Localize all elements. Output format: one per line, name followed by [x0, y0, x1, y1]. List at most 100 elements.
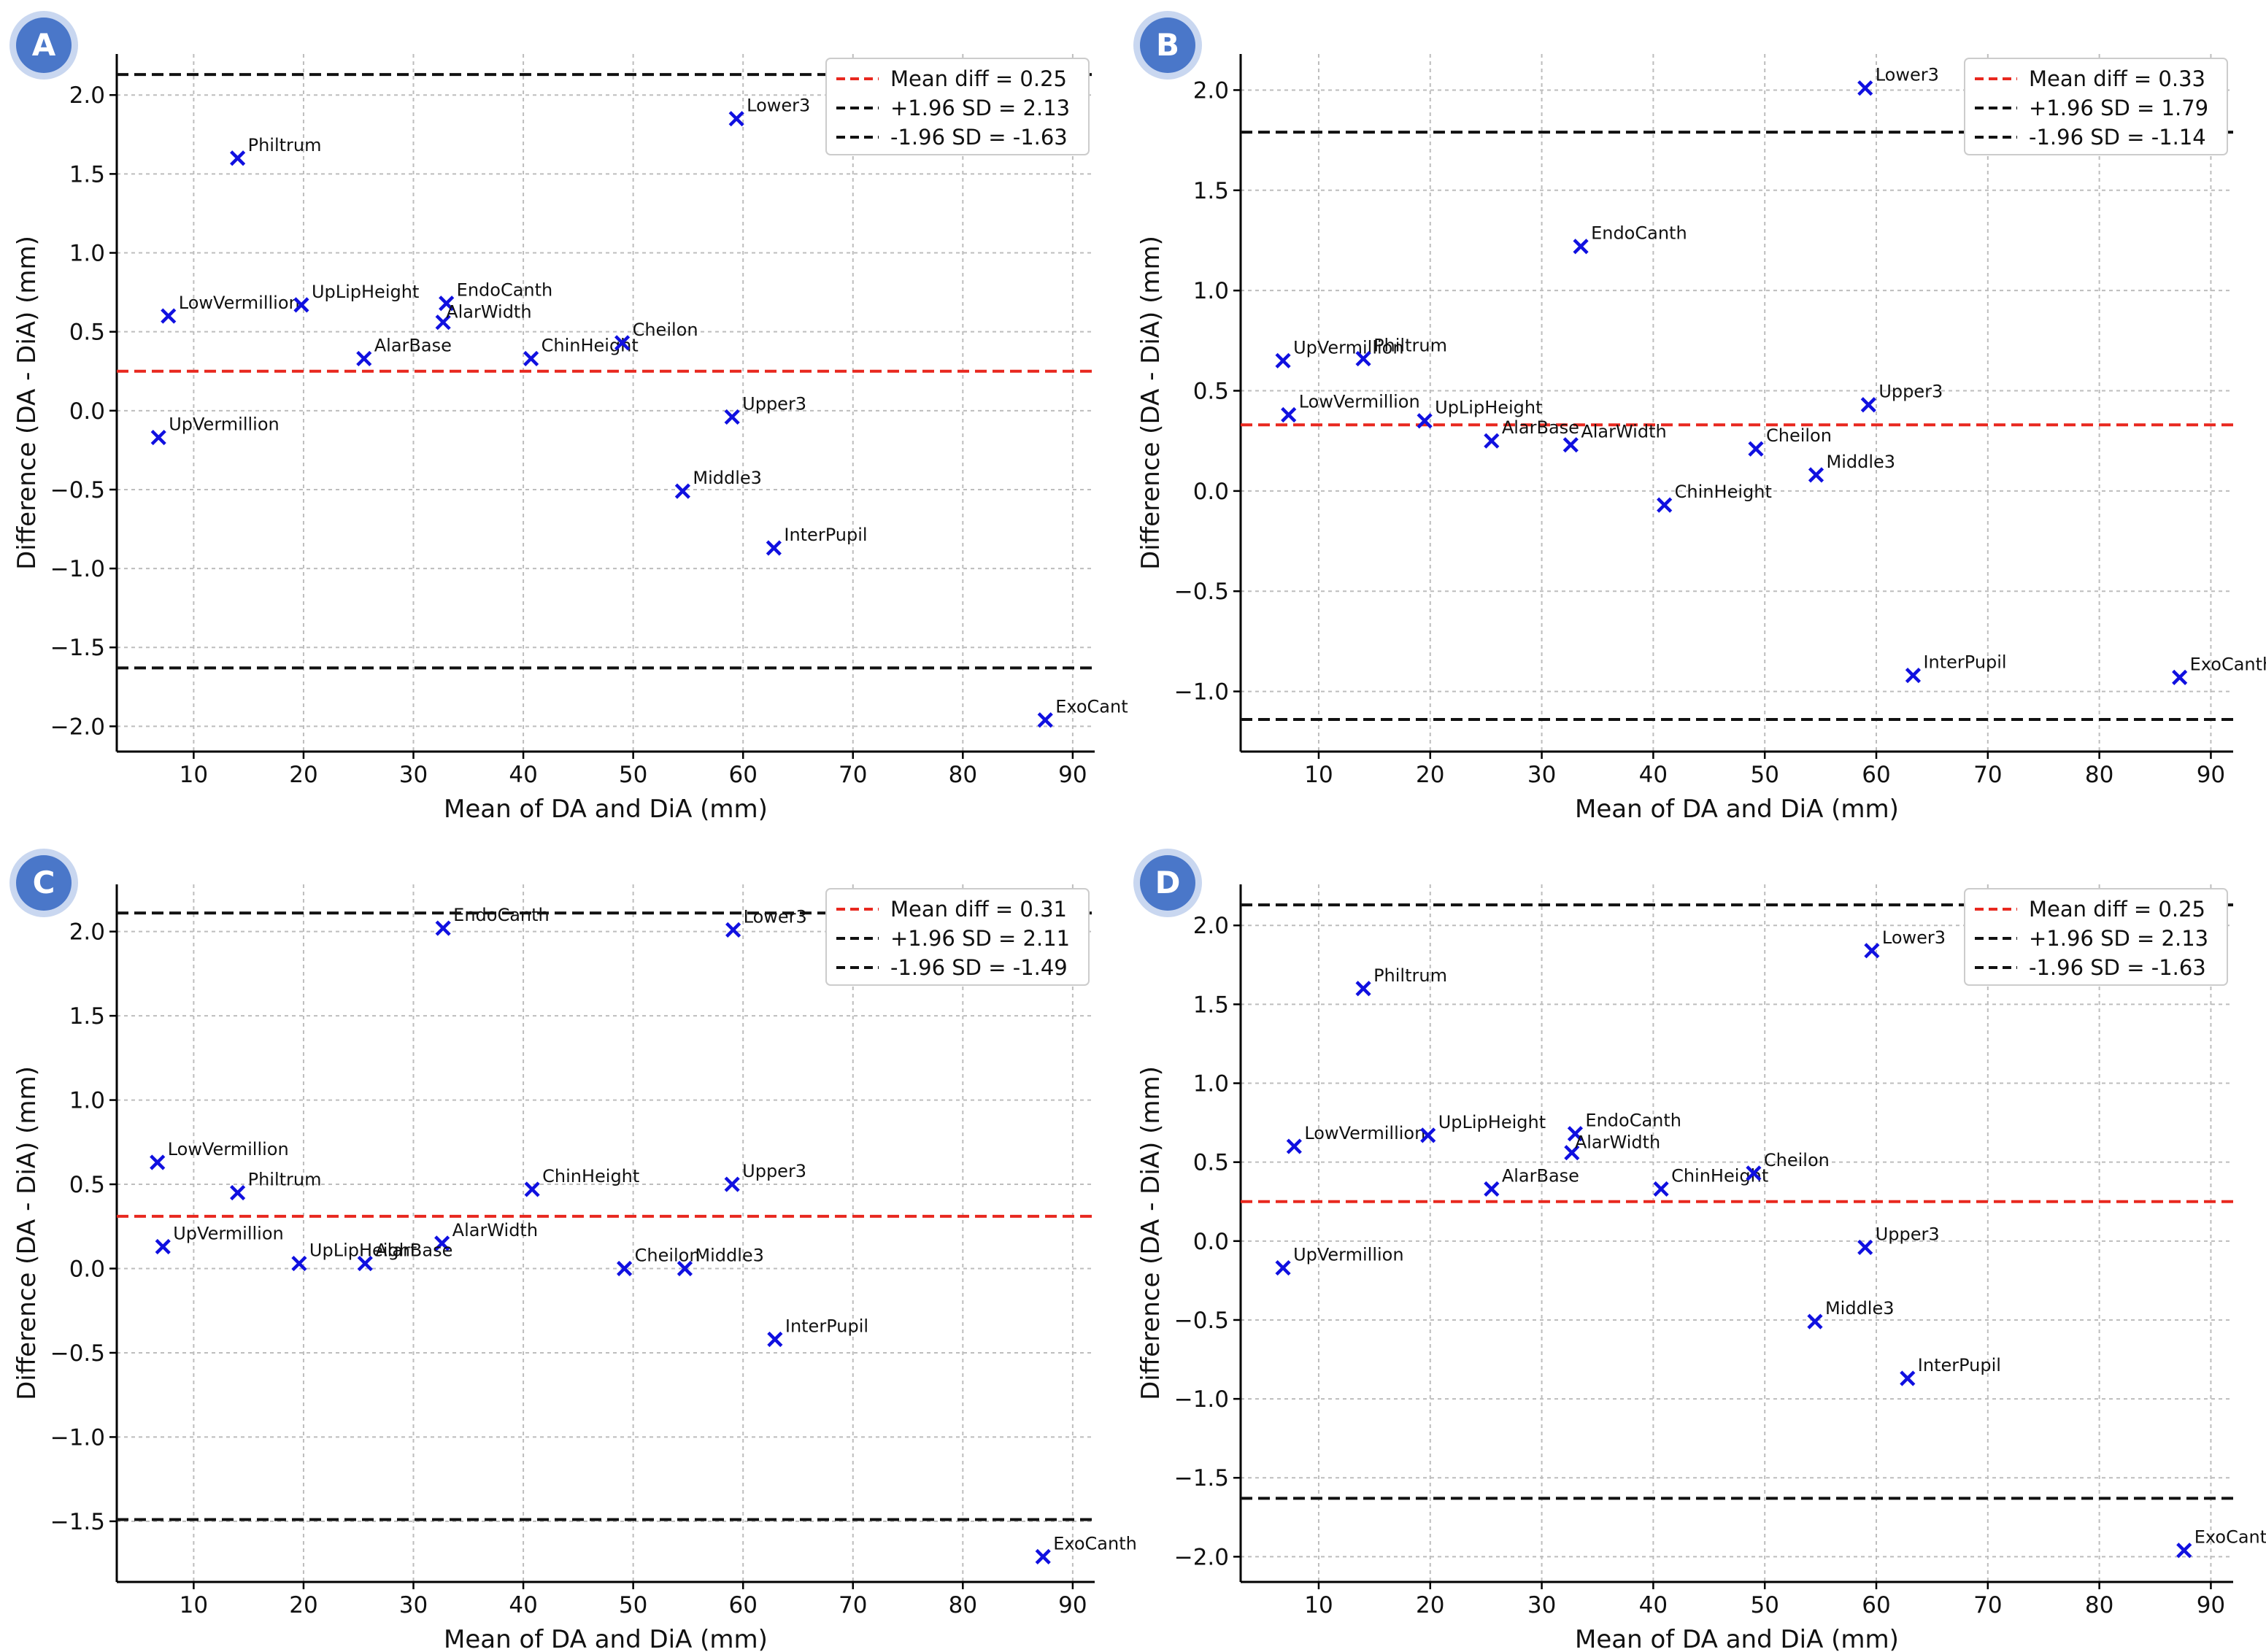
point-label: InterPupil [785, 1316, 868, 1336]
x-tick-label: 70 [839, 1592, 867, 1618]
y-tick-label: −0.5 [50, 477, 105, 503]
point-label: UpLipHeight [1438, 1112, 1546, 1132]
x-axis-title: Mean of DA and DiA (mm) [1575, 1625, 1899, 1652]
point-middle3: Middle3 [674, 468, 762, 499]
y-tick-label: 0.5 [69, 320, 105, 346]
x-tick-label: 90 [2197, 762, 2225, 788]
x-tick-label: 30 [399, 762, 428, 788]
point-endocanth: EndoCanth [1573, 223, 1687, 255]
point-label: AlarBase [374, 335, 452, 355]
point-uplipheight: UpLipHeight [291, 1240, 417, 1272]
point-marker [677, 1260, 693, 1277]
point-label: Middle3 [1825, 1298, 1895, 1319]
point-marker [1860, 397, 1876, 413]
x-tick-label: 30 [1527, 762, 1556, 788]
point-marker [1275, 352, 1291, 368]
point-label: Cheilon [1764, 1150, 1830, 1170]
badge-letter: B [1156, 27, 1179, 63]
x-tick-label: 50 [619, 762, 647, 788]
y-tick-label: −1.0 [50, 556, 105, 582]
point-label: Philtrum [1373, 965, 1447, 986]
panel-d: 10 20 30 40 50 60 70 80 90 2.0 1.5 1.0 0.5 0.0 −0.5 −1.… [1133, 849, 2266, 1652]
x-tick-label: 50 [1750, 1592, 1778, 1618]
point-philtrum: Philtrum [1355, 965, 1447, 997]
point-label: LowVermillion [168, 1139, 289, 1159]
x-tick-label: 10 [180, 762, 208, 788]
y-tick-label: −1.0 [50, 1424, 105, 1451]
point-marker [728, 111, 744, 127]
point-uplipheight: UpLipHeight [1420, 1112, 1546, 1143]
point-upper3: Upper3 [724, 393, 806, 425]
gridlines [117, 884, 1095, 1582]
gridlines [117, 54, 1095, 752]
point-middle3: Middle3 [677, 1245, 764, 1277]
y-tick-label: 0.0 [69, 398, 105, 425]
point-label: ChinHeight [1671, 1165, 1768, 1186]
point-marker [435, 920, 451, 936]
point-upper3: Upper3 [1857, 1224, 1940, 1256]
legend-upper-label: +1.96 SD = 1.79 [2029, 96, 2208, 120]
point-marker [1864, 943, 1880, 959]
point-exocanth: ExoCanth [2176, 1527, 2266, 1559]
y-tick-label: 2.0 [69, 919, 105, 946]
point-marker [150, 1154, 166, 1170]
y-tick-label: 1.0 [1193, 278, 1229, 304]
point-label: Philtrum [248, 135, 322, 155]
point-label: AlarBase [1502, 1165, 1579, 1186]
point-marker [767, 1331, 783, 1348]
point-label: InterPupil [784, 525, 867, 545]
x-tick-label: 10 [1304, 762, 1333, 788]
legend-mean-label: Mean diff = 0.33 [2029, 66, 2205, 91]
point-cheilon: Cheilon [617, 1245, 701, 1277]
x-tick-label: 20 [289, 1592, 317, 1618]
point-marker [1653, 1181, 1669, 1197]
badge-disc [16, 18, 72, 73]
point-marker [1900, 1370, 1916, 1386]
point-marker [291, 1255, 307, 1272]
point-marker [1420, 1127, 1436, 1143]
point-label: LowVermillion [179, 293, 300, 313]
legend: Mean diff = 0.31 +1.96 SD = 2.11 -1.96 SD … [825, 888, 1090, 986]
point-marker [724, 409, 740, 425]
y-tick-label: −1.5 [50, 1509, 105, 1535]
panel-a: 10 20 30 40 50 60 70 80 90 2.0 1.5 1.0 0.5 0.0 −0.5 −1.… [9, 11, 1128, 824]
point-marker [614, 335, 631, 351]
point-philtrum: Philtrum [230, 135, 322, 166]
point-label: UpLipHeight [1435, 398, 1542, 418]
gridlines [1241, 884, 2233, 1582]
point-label: Lower3 [1876, 65, 1939, 85]
point-marker [1037, 712, 1053, 728]
point-marker [523, 350, 539, 367]
point-cheilon: Cheilon [614, 320, 698, 351]
y-axis-title: Difference (DA - DiA) (mm) [1136, 1066, 1165, 1400]
x-tick-label: 40 [1639, 1592, 1668, 1618]
point-marker [356, 350, 372, 367]
point-label: Upper3 [742, 1161, 806, 1181]
x-tick-label: 80 [2085, 762, 2113, 788]
x-axis-title: Mean of DA and DiA (mm) [1575, 795, 1899, 824]
point-label: ChinHeight [542, 1166, 639, 1186]
legend-mean-label: Mean diff = 0.31 [890, 897, 1067, 922]
point-alarwidth: AlarWidth [1564, 1132, 1660, 1161]
point-alarbase: AlarBase [1484, 417, 1579, 449]
x-tick-label: 40 [509, 1592, 537, 1618]
panel-c: 10 20 30 40 50 60 70 80 90 2.0 1.5 1.0 0.5 0.0 −0.5 −1.… [9, 849, 1137, 1652]
badge-letter: A [32, 27, 56, 63]
point-philtrum: Philtrum [1355, 336, 1447, 367]
legend: Mean diff = 0.25 +1.96 SD = 2.13 -1.96 SD … [825, 58, 1090, 155]
badge-disc [1140, 18, 1195, 73]
point-marker [1281, 406, 1297, 423]
point-lowvermillion: LowVermillion [161, 293, 300, 324]
panel-b: 10 20 30 40 50 60 70 80 90 2.0 1.5 1.0 0.5 0.0 −0.5 −1.… [1133, 11, 2266, 824]
y-tick-label: 2.0 [69, 82, 105, 109]
x-tick-label: 20 [1416, 762, 1444, 788]
x-tick-label: 60 [1862, 1592, 1890, 1618]
point-lower3: Lower3 [1864, 927, 1946, 959]
point-upvermillion: UpVermillion [150, 414, 280, 446]
point-label: ChinHeight [1675, 482, 1772, 502]
point-label: UpLipHeight [309, 1240, 417, 1261]
legend-lower-label: -1.96 SD = -1.49 [890, 955, 1068, 980]
point-uplipheight: UpLipHeight [293, 282, 419, 313]
point-label: AlarWidth [452, 1220, 538, 1240]
